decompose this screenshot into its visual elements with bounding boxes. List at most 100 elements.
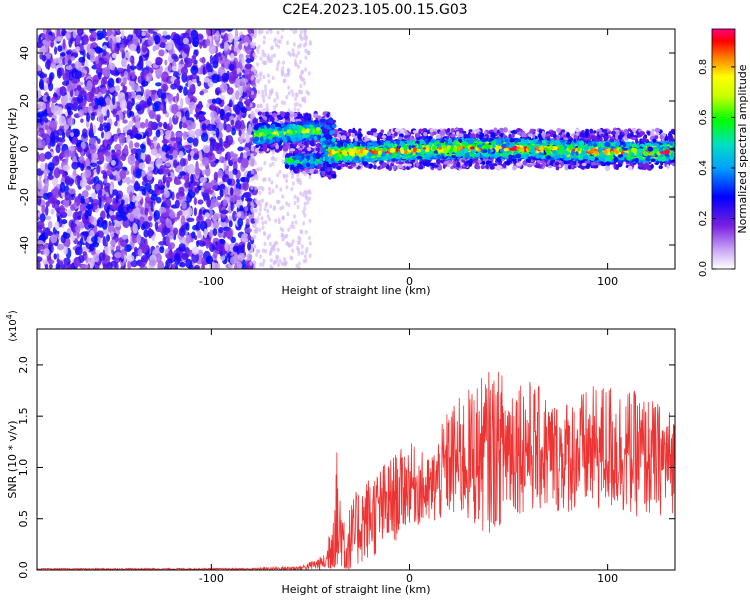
heatmap-cell bbox=[212, 54, 219, 65]
heatmap-cell bbox=[242, 92, 248, 97]
heatmap-cell bbox=[123, 144, 129, 155]
heatmap-cell bbox=[97, 151, 104, 161]
heatmap-cell bbox=[211, 192, 216, 198]
heatmap-cell bbox=[423, 132, 428, 137]
heatmap-cell bbox=[575, 128, 580, 132]
heatmap-cell bbox=[190, 150, 195, 157]
heatmap-cell bbox=[90, 257, 95, 267]
heatmap-cell bbox=[240, 158, 249, 169]
heatmap-cell bbox=[51, 135, 55, 145]
heatmap-cell bbox=[258, 211, 261, 217]
heatmap-cell bbox=[251, 177, 254, 182]
heatmap-cell bbox=[219, 83, 228, 93]
heatmap-cell bbox=[106, 234, 110, 242]
heatmap-cell bbox=[199, 90, 204, 96]
heatmap-cell bbox=[179, 158, 186, 167]
heatmap-cell bbox=[145, 118, 149, 129]
heatmap-cell bbox=[281, 237, 285, 242]
heatmap-cell bbox=[282, 153, 286, 158]
heatmap-cell bbox=[172, 33, 181, 44]
heatmap-cell bbox=[170, 137, 178, 142]
heatmap-cell bbox=[263, 206, 267, 212]
heatmap-cell bbox=[268, 217, 272, 222]
heatmap-cell bbox=[53, 200, 60, 211]
heatmap-cell bbox=[77, 81, 84, 86]
heatmap-cell bbox=[133, 246, 138, 253]
heatmap-cell bbox=[278, 169, 282, 175]
heatmap-cell bbox=[182, 123, 188, 129]
heatmap-cell bbox=[219, 188, 224, 198]
heatmap-cell bbox=[181, 201, 187, 210]
heatmap-cell bbox=[146, 76, 150, 82]
heatmap-cell bbox=[290, 186, 294, 192]
heatmap-cell bbox=[193, 148, 199, 153]
heatmap-cell bbox=[222, 114, 230, 123]
heatmap-cell bbox=[299, 229, 303, 234]
heatmap-cell bbox=[193, 197, 197, 206]
heatmap-cell bbox=[261, 52, 265, 58]
heatmap-cell bbox=[255, 73, 259, 78]
heatmap-cell bbox=[74, 128, 79, 138]
heatmap-cell bbox=[165, 153, 170, 159]
chart-title: C2E4.2023.105.00.15.G03 bbox=[282, 2, 468, 18]
heatmap-cell bbox=[193, 266, 200, 269]
heatmap-cell bbox=[269, 204, 273, 209]
heatmap-cell bbox=[560, 161, 564, 167]
heatmap-cell bbox=[82, 251, 88, 256]
heatmap-cell bbox=[127, 259, 132, 269]
heatmap-cell bbox=[267, 95, 271, 100]
heatmap-cell bbox=[43, 226, 46, 233]
heatmap-cell bbox=[129, 65, 137, 70]
heatmap-cell bbox=[279, 187, 283, 192]
heatmap-cell bbox=[262, 74, 266, 80]
heatmap-cell bbox=[281, 205, 285, 210]
heatmap-cell bbox=[159, 246, 165, 254]
heatmap-cell bbox=[65, 65, 73, 71]
heatmap-cell bbox=[209, 229, 214, 238]
heatmap-cell bbox=[132, 223, 138, 234]
heatmap-cell bbox=[266, 73, 270, 78]
heatmap-cell bbox=[75, 225, 81, 234]
heatmap-cell bbox=[70, 56, 76, 61]
heatmap-cell bbox=[280, 100, 284, 105]
heatmap-cell bbox=[352, 127, 356, 133]
heatmap-cell bbox=[239, 136, 243, 145]
heatmap-cell bbox=[135, 115, 140, 123]
heatmap-cell bbox=[120, 240, 127, 247]
heatmap-cell bbox=[270, 180, 274, 185]
heatmap-cell bbox=[48, 259, 55, 265]
heatmap-cell bbox=[89, 122, 93, 133]
heatmap-cell bbox=[192, 137, 199, 147]
heatmap-cell bbox=[116, 29, 121, 34]
heatmap-cell bbox=[245, 54, 250, 60]
heatmap-cell bbox=[79, 50, 84, 55]
heatmap-cell bbox=[82, 49, 86, 59]
heatmap-cell bbox=[141, 42, 148, 53]
heatmap-cell bbox=[56, 67, 62, 79]
heatmap-cell bbox=[188, 101, 196, 111]
heatmap-cell bbox=[174, 199, 180, 209]
heatmap-cell bbox=[165, 98, 169, 103]
heatmap-cell bbox=[118, 133, 126, 144]
heatmap-cell bbox=[97, 96, 105, 106]
heatmap-cell bbox=[250, 236, 254, 241]
heatmap-cell bbox=[195, 221, 202, 231]
heatmap-cell bbox=[259, 254, 263, 259]
heatmap-cell bbox=[215, 36, 220, 41]
heatmap-cell bbox=[102, 171, 108, 179]
heatmap-cell bbox=[43, 82, 49, 92]
heatmap-cell bbox=[166, 145, 171, 151]
heatmap-cell bbox=[300, 250, 304, 256]
heatmap-cell bbox=[269, 89, 272, 95]
heatmap-cell bbox=[120, 251, 125, 259]
heatmap-cell bbox=[228, 99, 233, 108]
heatmap-cell bbox=[285, 178, 289, 183]
heatmap-cell bbox=[44, 151, 52, 160]
heatmap-cell bbox=[195, 111, 199, 120]
heatmap-cell bbox=[161, 231, 166, 238]
heatmap-cell bbox=[102, 228, 110, 235]
heatmap-cell bbox=[110, 160, 116, 166]
heatmap-cell bbox=[273, 38, 277, 43]
heatmap-cell bbox=[230, 52, 235, 62]
heatmap-cell bbox=[164, 186, 168, 195]
